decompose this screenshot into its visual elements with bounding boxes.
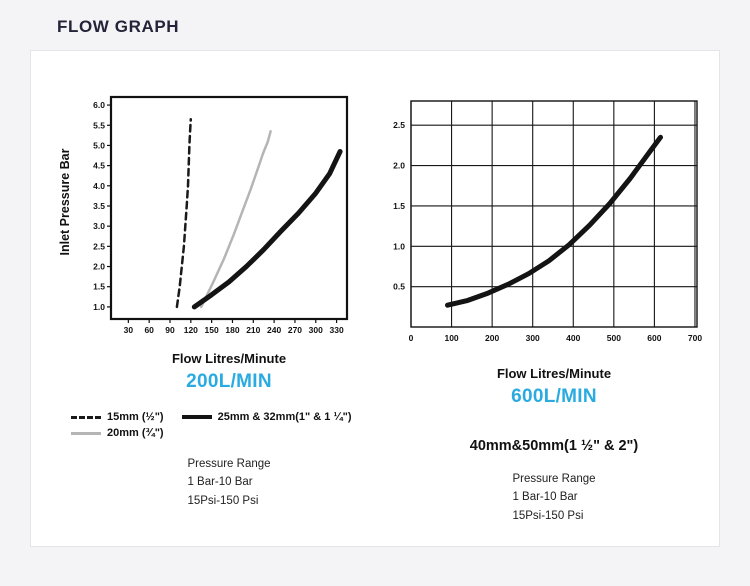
svg-text:200: 200 xyxy=(485,333,499,343)
gray-line-sample-icon xyxy=(71,431,101,435)
svg-text:600: 600 xyxy=(647,333,661,343)
right-chart-panel: 0 100 200 300 400 500 600 700 0.5 1.0 1.5 2.0 2.5 Fl… xyxy=(379,91,709,525)
svg-text:60: 60 xyxy=(144,325,154,335)
flow-graph-card: Inlet Pressure Bar 30 60 90 120 150 180 210 240… xyxy=(30,50,720,547)
legend-label-15mm: 15mm (½") xyxy=(107,411,164,423)
right-pressure-range: Pressure Range 1 Bar-10 Bar 15Psi-150 Ps… xyxy=(379,470,709,525)
svg-text:2.5: 2.5 xyxy=(93,241,105,251)
left-chart-panel: Inlet Pressure Bar 30 60 90 120 150 180 210 240… xyxy=(55,91,353,525)
pressure-flow-chart-600: 0 100 200 300 400 500 600 700 0.5 1.0 1.5 2.0 2.5 xyxy=(393,100,702,343)
svg-text:5.0: 5.0 xyxy=(93,140,105,150)
thick-line-sample-icon xyxy=(181,415,212,419)
legend-item-20mm: 20mm (¾") xyxy=(71,427,164,439)
svg-text:1.0: 1.0 xyxy=(93,302,105,312)
dashed-line-sample-icon xyxy=(71,415,101,419)
svg-text:700: 700 xyxy=(688,333,702,343)
svg-text:1.5: 1.5 xyxy=(93,282,105,292)
svg-text:180: 180 xyxy=(225,325,239,335)
svg-text:2.0: 2.0 xyxy=(393,161,405,171)
svg-text:5.5: 5.5 xyxy=(93,120,105,130)
left-pressure-range: Pressure Range 1 Bar-10 Bar 15Psi-150 Ps… xyxy=(75,455,353,510)
svg-text:30: 30 xyxy=(124,325,134,335)
pressure-flow-chart-200: 30 60 90 120 150 180 210 240 270 300 330 1.0 1.5 2.0 2… xyxy=(93,95,349,335)
svg-text:0.5: 0.5 xyxy=(393,282,405,292)
svg-text:300: 300 xyxy=(309,325,323,335)
left-chart-wrap: Inlet Pressure Bar 30 60 90 120 150 180 210 240… xyxy=(55,91,353,343)
svg-text:500: 500 xyxy=(607,333,621,343)
svg-text:0: 0 xyxy=(409,333,414,343)
svg-text:90: 90 xyxy=(165,325,175,335)
charts-row: Inlet Pressure Bar 30 60 90 120 150 180 210 240… xyxy=(47,91,702,525)
svg-text:120: 120 xyxy=(184,325,198,335)
pressure-range-bar: 1 Bar-10 Bar xyxy=(512,491,578,504)
svg-text:2.5: 2.5 xyxy=(393,120,405,130)
y-axis-title-text: Inlet Pressure Bar xyxy=(58,148,72,256)
pressure-range-psi: 15Psi-150 Psi xyxy=(512,509,584,522)
legend-item-25mm-32mm: 25mm & 32mm(1" & 1 ¼") xyxy=(181,411,352,423)
svg-text:330: 330 xyxy=(329,325,343,335)
svg-text:3.0: 3.0 xyxy=(93,221,105,231)
legend-item-15mm: 15mm (½") xyxy=(71,411,164,423)
svg-text:3.5: 3.5 xyxy=(93,201,105,211)
svg-text:6.0: 6.0 xyxy=(93,100,105,110)
pressure-range-title: Pressure Range xyxy=(187,458,271,470)
pressure-range-psi: 15Psi-150 Psi xyxy=(187,494,259,507)
svg-text:270: 270 xyxy=(288,325,302,335)
right-chart-flow-rating: 600L/MIN xyxy=(511,386,597,407)
right-chart-size-label: 40mm&50mm(1 ½" & 2") xyxy=(469,438,639,454)
svg-text:400: 400 xyxy=(566,333,580,343)
svg-text:300: 300 xyxy=(526,333,540,343)
svg-text:100: 100 xyxy=(444,333,458,343)
left-chart-x-axis-title: Flow Litres/Minute xyxy=(171,351,287,366)
svg-text:4.0: 4.0 xyxy=(93,181,105,191)
pressure-range-title: Pressure Range xyxy=(512,473,596,485)
svg-text:240: 240 xyxy=(267,325,281,335)
left-chart-y-axis-title: Inlet Pressure Bar xyxy=(55,91,75,343)
legend-label-25mm-32mm: 25mm & 32mm(1" & 1 ¼") xyxy=(217,411,352,423)
svg-text:1.0: 1.0 xyxy=(393,241,405,251)
pressure-range-bar: 1 Bar-10 Bar xyxy=(187,476,253,489)
page-title: FLOW GRAPH xyxy=(57,17,180,36)
svg-text:150: 150 xyxy=(205,325,219,335)
svg-text:210: 210 xyxy=(246,325,260,335)
svg-text:4.5: 4.5 xyxy=(93,161,105,171)
right-chart-x-axis-title: Flow Litres/Minute xyxy=(496,366,612,381)
legend-label-20mm: 20mm (¾") xyxy=(107,427,164,439)
svg-text:2.0: 2.0 xyxy=(93,262,105,272)
chart-legend: 15mm (½") 25mm & 32mm(1" & 1 ¼") 20mm (¾… xyxy=(71,411,353,439)
left-chart-flow-rating: 200L/MIN xyxy=(186,371,272,392)
svg-text:1.5: 1.5 xyxy=(393,201,405,211)
